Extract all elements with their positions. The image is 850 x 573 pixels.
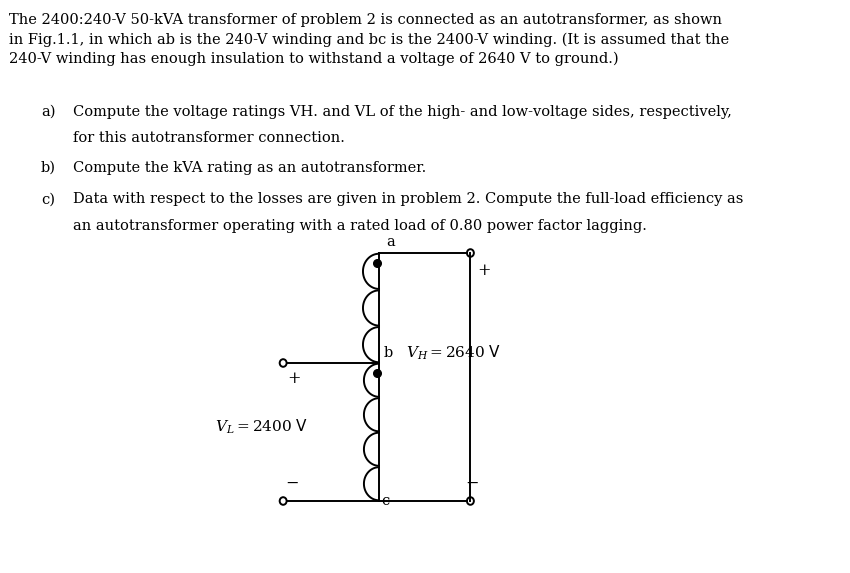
Text: c): c) — [41, 193, 55, 206]
Text: The 2400:240-V 50-kVA transformer of problem 2 is connected as an autotransforme: The 2400:240-V 50-kVA transformer of pro… — [9, 13, 729, 66]
Text: Data with respect to the losses are given in problem 2. Compute the full-load ef: Data with respect to the losses are give… — [73, 193, 744, 206]
Text: b: b — [383, 346, 393, 360]
Text: a: a — [387, 235, 395, 249]
Text: −: − — [465, 475, 479, 492]
Text: +: + — [477, 262, 490, 279]
Text: $V_L = 2400$ V: $V_L = 2400$ V — [215, 418, 308, 436]
Text: Compute the voltage ratings VH. and VL of the high- and low-voltage sides, respe: Compute the voltage ratings VH. and VL o… — [73, 105, 732, 119]
Text: −: − — [285, 475, 298, 492]
Text: for this autotransformer connection.: for this autotransformer connection. — [73, 131, 345, 146]
Text: Compute the kVA rating as an autotransformer.: Compute the kVA rating as an autotransfo… — [73, 160, 427, 175]
Text: c: c — [381, 494, 389, 508]
Text: $V_H = 2640$ V: $V_H = 2640$ V — [406, 344, 502, 362]
Text: +: + — [286, 370, 300, 387]
Text: b): b) — [41, 160, 56, 175]
Text: an autotransformer operating with a rated load of 0.80 power factor lagging.: an autotransformer operating with a rate… — [73, 219, 647, 233]
Text: a): a) — [41, 105, 55, 119]
